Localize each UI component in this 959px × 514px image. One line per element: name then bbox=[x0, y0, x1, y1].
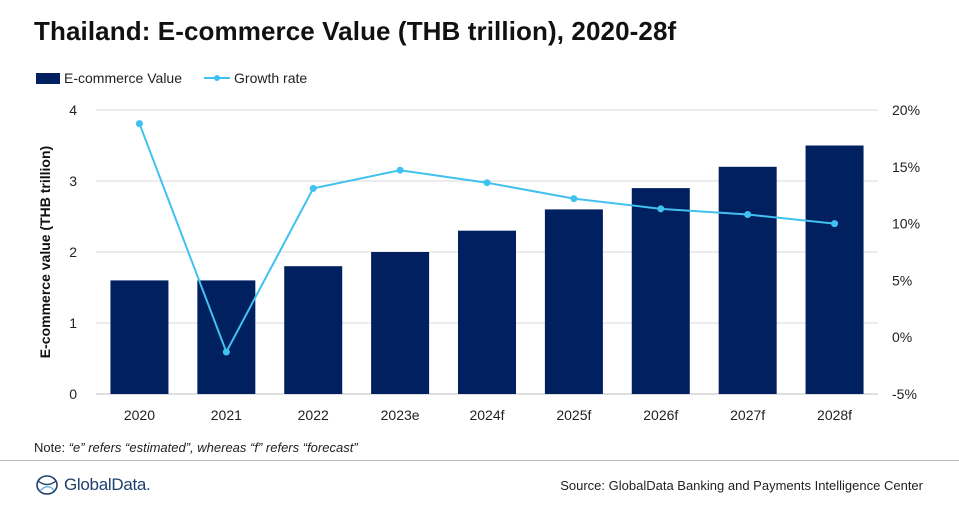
bar bbox=[544, 209, 603, 394]
bar bbox=[631, 188, 690, 394]
growth-rate-point bbox=[570, 195, 578, 203]
growth-rate-point bbox=[309, 184, 317, 192]
y-tick-label: 3 bbox=[69, 173, 77, 189]
growth-rate-point bbox=[744, 211, 752, 219]
chart-title: Thailand: E-commerce Value (THB trillion… bbox=[34, 16, 677, 46]
logo-text: GlobalData. bbox=[64, 475, 151, 494]
x-tick-label: 2022 bbox=[298, 407, 329, 423]
x-tick-label: 2027f bbox=[730, 407, 765, 423]
chart-plot-area: 0 1 2 3 4 -5% 0% 5% 10% 15% 20% E-commerce value (T… bbox=[37, 102, 920, 423]
y2-tick-label: -5% bbox=[892, 386, 917, 402]
growth-rate-point bbox=[657, 205, 665, 213]
y2-tick-label: 5% bbox=[892, 272, 912, 288]
y2-tick-label: 20% bbox=[892, 102, 920, 118]
legend-item-line: Growth rate bbox=[204, 70, 307, 86]
growth-rate-point bbox=[135, 120, 143, 128]
growth-rate-point bbox=[831, 220, 839, 228]
legend-line-swatch bbox=[204, 72, 231, 84]
source-text: Source: GlobalData Banking and Payments … bbox=[560, 478, 923, 493]
bar bbox=[458, 230, 516, 394]
bar bbox=[284, 266, 343, 394]
bar bbox=[718, 166, 777, 394]
y-tick-label: 1 bbox=[69, 315, 77, 331]
x-tick-label: 2020 bbox=[124, 407, 155, 423]
legend-line-label: Growth rate bbox=[234, 70, 308, 86]
bar bbox=[805, 145, 864, 394]
footnote-text: “e” refers “estimated”, whereas “f” refe… bbox=[68, 440, 358, 455]
x-tick-label: 2026f bbox=[643, 407, 678, 423]
x-tick-label: 2023e bbox=[381, 407, 420, 423]
bar bbox=[110, 280, 169, 394]
globe-icon bbox=[36, 475, 58, 495]
y2-tick-label: 15% bbox=[892, 159, 920, 175]
x-tick-label: 2028f bbox=[817, 407, 852, 423]
y-tick-label: 2 bbox=[69, 244, 77, 260]
y2-tick-label: 10% bbox=[892, 216, 920, 232]
x-tick-label: 2025f bbox=[556, 407, 591, 423]
footnote: Note: “e” refers “estimated”, whereas “f… bbox=[34, 440, 358, 455]
chart-legend: E-commerce Value Growth rate bbox=[36, 70, 329, 86]
bar bbox=[371, 252, 430, 394]
footnote-prefix: Note: bbox=[34, 440, 69, 455]
globaldata-logo: GlobalData. bbox=[34, 474, 151, 496]
growth-rate-point bbox=[222, 348, 230, 356]
legend-bar-swatch bbox=[36, 72, 60, 84]
y2-tick-label: 0% bbox=[892, 329, 912, 345]
footer-divider bbox=[0, 460, 959, 461]
x-tick-label: 2021 bbox=[211, 407, 242, 423]
y-tick-label: 0 bbox=[69, 386, 77, 402]
x-tick-label: 2024f bbox=[469, 407, 504, 423]
legend-bar-label: E-commerce Value bbox=[64, 70, 183, 86]
y-tick-label: 4 bbox=[69, 102, 77, 118]
y-axis-label: E-commerce value (THB trillion) bbox=[37, 146, 53, 358]
growth-rate-point bbox=[396, 166, 404, 174]
legend-item-bar: E-commerce Value bbox=[36, 70, 182, 86]
growth-rate-point bbox=[483, 179, 491, 187]
